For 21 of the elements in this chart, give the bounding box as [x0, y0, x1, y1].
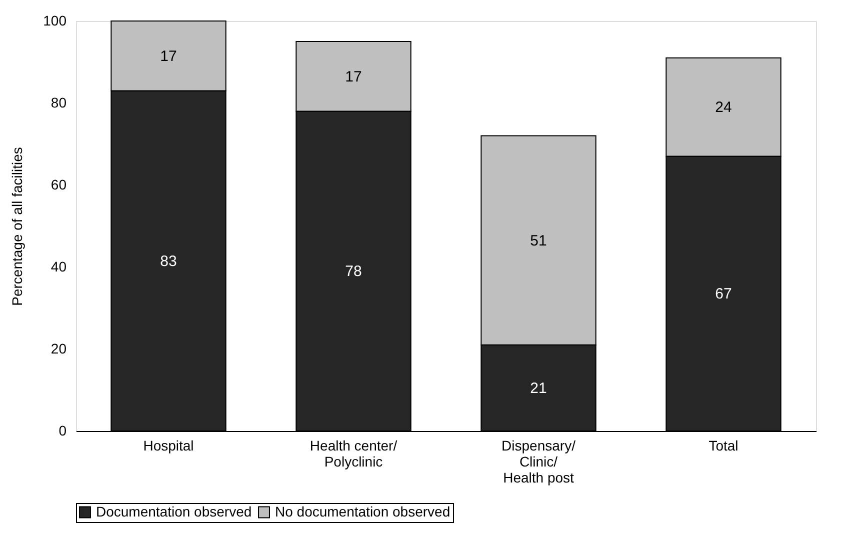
data-label: 51 — [530, 232, 547, 250]
x-tick-label: Health center/ Polyclinic — [310, 438, 398, 470]
x-tick-label: Total — [708, 438, 738, 454]
y-tick-label: 100 — [43, 12, 67, 28]
y-tick-label: 20 — [50, 340, 67, 356]
y-axis-title: Percentage of all facilities — [9, 147, 26, 306]
x-tick-label: Dispensary/ Clinic/ Health post — [502, 438, 576, 486]
data-label: 21 — [530, 380, 547, 397]
legend-label: No documentation observed — [275, 503, 450, 520]
data-label: 17 — [345, 68, 362, 86]
legend-label: Documentation observed — [96, 503, 252, 520]
data-label: 67 — [715, 286, 732, 303]
data-label: 78 — [345, 263, 362, 280]
y-tick-label: 40 — [50, 258, 67, 274]
data-label: 83 — [160, 252, 177, 270]
y-tick-label: 60 — [50, 176, 67, 192]
data-label: 24 — [715, 99, 732, 116]
x-tick-label: Hospital — [143, 438, 194, 454]
y-tick-label: 0 — [58, 422, 67, 438]
data-label: 17 — [160, 48, 177, 65]
y-tick-label: 80 — [50, 94, 67, 110]
